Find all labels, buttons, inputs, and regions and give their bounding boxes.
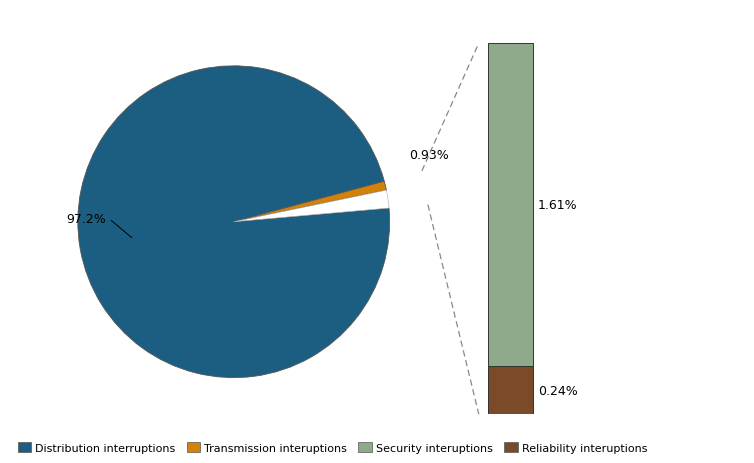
Text: 97.2%: 97.2% [66,213,106,225]
Text: 0.93%: 0.93% [409,149,449,162]
Text: 0.24%: 0.24% [538,384,578,397]
Wedge shape [234,191,389,222]
Legend: Distribution interruptions, Transmission interuptions, Security interuptions, Re: Distribution interruptions, Transmission… [13,438,652,457]
Text: 1.61%: 1.61% [538,199,578,212]
Wedge shape [234,182,386,222]
Bar [489,44,534,366]
Bar [489,366,534,414]
Wedge shape [78,67,390,378]
